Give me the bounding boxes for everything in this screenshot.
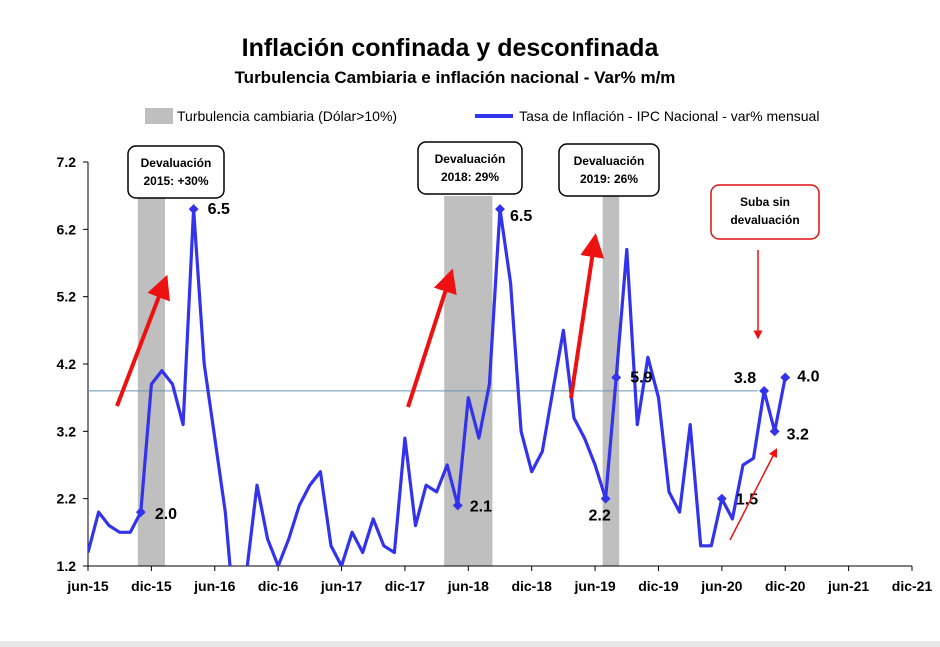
x-tick-label: dic-18	[511, 578, 552, 594]
annotation-text: 2019: 26%	[580, 172, 638, 186]
x-tick-label: jun-18	[447, 578, 489, 594]
annotation-box-2	[417, 141, 523, 195]
data-label: 3.2	[787, 426, 809, 443]
data-point-marker	[600, 493, 611, 504]
data-point-marker	[611, 372, 622, 383]
x-tick-label: dic-16	[258, 578, 299, 594]
annotation-text: Suba sin	[740, 195, 790, 209]
legend-label-turbulence: Turbulencia cambiaria (Dólar>10%)	[177, 108, 398, 124]
data-label: 2.0	[155, 506, 177, 523]
red-arrow-2	[406, 268, 457, 408]
annotation-box-3	[558, 143, 660, 197]
annotation-box-4	[710, 184, 820, 240]
annotation-box-1	[127, 145, 225, 199]
data-point-marker	[780, 372, 791, 383]
y-tick-label: 5.2	[57, 289, 77, 305]
annotation-text: 2015: +30%	[143, 174, 208, 188]
data-point-marker	[452, 500, 463, 511]
x-tick-label: jun-21	[827, 578, 869, 594]
turbulence-band-2	[444, 196, 493, 566]
y-tick-label: 1.2	[57, 558, 77, 574]
data-label: 2.1	[470, 498, 492, 515]
annotation-text: Devaluación	[574, 154, 645, 168]
annotation-text: devaluación	[730, 213, 799, 227]
y-tick-label: 7.2	[57, 154, 77, 170]
red-arrow-3	[569, 233, 605, 399]
data-label: 6.5	[208, 201, 230, 218]
x-tick-label: dic-19	[638, 578, 679, 594]
red-arrow-5	[729, 447, 778, 541]
chart-legend: Turbulencia cambiaria (Dólar>10%) Tasa d…	[145, 108, 819, 124]
legend-swatch-turbulence	[145, 108, 173, 124]
data-label: 4.0	[797, 368, 819, 385]
chart-subtitle: Turbulencia Cambiaria e inflación nacion…	[234, 68, 676, 87]
y-tick-label: 3.2	[57, 423, 77, 439]
legend-label-inflation: Tasa de Inflación - IPC Nacional - var% …	[519, 108, 820, 124]
red-arrow-1	[115, 274, 170, 407]
data-label: 6.5	[510, 208, 532, 225]
x-tick-label: jun-19	[573, 578, 615, 594]
inflation-series-line	[88, 207, 787, 566]
data-label: 5.9	[630, 369, 652, 386]
data-point-marker	[759, 385, 770, 396]
data-point-marker	[769, 426, 780, 437]
x-tick-label: dic-15	[131, 578, 172, 594]
window-bottom-strip	[0, 641, 940, 647]
data-label: 2.2	[589, 508, 611, 525]
data-label: 3.8	[734, 370, 756, 387]
annotation-text: Devaluación	[141, 156, 212, 170]
x-tick-label: dic-20	[765, 578, 806, 594]
x-tick-label: jun-16	[193, 578, 235, 594]
x-tick-label: jun-20	[700, 578, 742, 594]
x-tick-label: dic-21	[892, 578, 933, 594]
y-tick-label: 4.2	[57, 356, 77, 372]
chart-title: Inflación confinada y desconfinada	[241, 34, 659, 62]
x-tick-label: jun-17	[320, 578, 362, 594]
data-point-marker	[716, 493, 727, 504]
data-point-marker	[495, 204, 505, 215]
x-tick-label: dic-17	[385, 578, 426, 594]
data-point-marker	[188, 204, 199, 215]
y-tick-label: 6.2	[57, 221, 77, 237]
annotation-text: Devaluación	[435, 152, 506, 166]
x-tick-label: jun-15	[66, 578, 108, 594]
y-tick-label: 2.2	[57, 491, 77, 507]
legend-swatch-inflation	[475, 114, 514, 118]
annotation-text: 2018: 29%	[441, 170, 499, 184]
